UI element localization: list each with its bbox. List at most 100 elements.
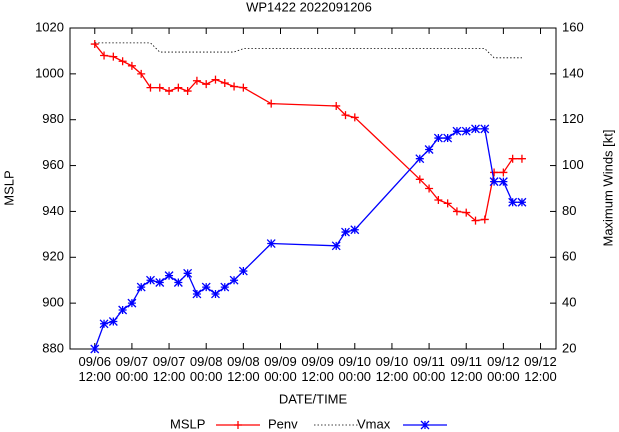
y2-tick-label: 100 bbox=[562, 157, 584, 172]
point-marker bbox=[192, 76, 201, 85]
point-marker bbox=[341, 111, 350, 120]
x-tick-label: 09/08 00:00 bbox=[189, 354, 223, 384]
y-tick-label: 900 bbox=[42, 295, 64, 310]
x-tick-label: 09/10 00:00 bbox=[338, 354, 372, 384]
point-marker bbox=[183, 87, 192, 96]
legend-label: Vmax bbox=[357, 416, 391, 431]
y-tick-label: 940 bbox=[42, 203, 64, 218]
plot-frame bbox=[69, 27, 557, 350]
y2-tick-label: 60 bbox=[562, 249, 576, 264]
point-marker bbox=[331, 241, 341, 251]
point-marker bbox=[220, 79, 229, 88]
point-marker bbox=[433, 133, 443, 143]
point-marker bbox=[490, 168, 499, 177]
point-marker bbox=[424, 145, 434, 154]
y2-tick-label: 160 bbox=[562, 19, 584, 34]
legend-marker bbox=[420, 420, 430, 430]
y-tick-label: 1000 bbox=[35, 65, 64, 80]
x-tick-label: 09/06 12:00 bbox=[78, 354, 112, 384]
point-marker bbox=[137, 69, 146, 78]
point-marker bbox=[100, 51, 109, 60]
x-tick-label: 09/09 12:00 bbox=[301, 354, 334, 384]
point-marker bbox=[108, 317, 118, 326]
point-marker bbox=[443, 199, 452, 208]
y2-tick-label: 120 bbox=[562, 111, 584, 126]
point-marker bbox=[202, 80, 211, 89]
point-marker bbox=[508, 154, 517, 163]
y2-tick-label: 80 bbox=[562, 203, 576, 218]
point-marker bbox=[90, 40, 99, 49]
point-marker bbox=[174, 83, 183, 92]
y-tick-label: 880 bbox=[42, 340, 64, 355]
y-tick-label: 960 bbox=[42, 157, 64, 172]
point-marker bbox=[239, 83, 248, 92]
point-marker bbox=[118, 57, 127, 66]
point-marker bbox=[415, 154, 425, 164]
point-marker bbox=[146, 83, 155, 92]
point-marker bbox=[489, 177, 499, 187]
y-tick-label: 920 bbox=[42, 249, 64, 264]
point-marker bbox=[517, 197, 527, 207]
point-marker bbox=[517, 154, 526, 163]
point-marker bbox=[155, 278, 165, 287]
legend-label: Penv bbox=[268, 416, 298, 431]
point-marker bbox=[192, 289, 202, 299]
series-line bbox=[94, 42, 522, 59]
point-marker bbox=[415, 175, 424, 184]
y-tick-label: 980 bbox=[42, 111, 64, 126]
point-marker bbox=[136, 282, 146, 292]
x-tick-label: 09/08 12:00 bbox=[227, 354, 260, 384]
y2-tick-label: 40 bbox=[562, 295, 576, 310]
point-marker bbox=[164, 271, 174, 281]
y2-tick-label: 140 bbox=[562, 65, 584, 80]
point-marker bbox=[229, 275, 239, 285]
point-marker bbox=[127, 61, 136, 70]
x-axis-label: DATE/TIME bbox=[279, 391, 348, 406]
point-marker bbox=[155, 83, 164, 92]
point-marker bbox=[211, 75, 220, 84]
x-tick-label: 09/11 00:00 bbox=[412, 354, 446, 384]
y-tick-label: 1020 bbox=[35, 19, 64, 34]
point-marker bbox=[461, 126, 471, 136]
point-marker bbox=[434, 195, 443, 204]
legend-label: MSLP bbox=[170, 416, 205, 431]
point-marker bbox=[452, 207, 461, 216]
point-marker bbox=[220, 282, 230, 292]
x-tick-label: 09/09 00:00 bbox=[264, 354, 297, 384]
legend-marker bbox=[234, 421, 242, 429]
point-marker bbox=[211, 289, 220, 299]
point-marker bbox=[443, 133, 453, 143]
point-marker bbox=[480, 124, 490, 134]
y2-tick-label: 20 bbox=[562, 340, 576, 355]
point-marker bbox=[480, 215, 489, 224]
point-marker bbox=[508, 197, 518, 207]
point-marker bbox=[425, 184, 434, 193]
point-marker bbox=[462, 208, 471, 217]
point-marker bbox=[267, 99, 276, 108]
point-marker bbox=[90, 344, 100, 354]
chart-title: WP1422 2022091206 bbox=[246, 0, 372, 14]
point-marker bbox=[332, 101, 341, 110]
point-marker bbox=[471, 124, 480, 134]
x-tick-label: 09/07 12:00 bbox=[152, 354, 186, 384]
point-marker bbox=[230, 82, 239, 91]
point-marker bbox=[109, 52, 118, 61]
x-tick-label: 09/11 12:00 bbox=[449, 354, 483, 384]
point-marker bbox=[350, 113, 359, 122]
x-tick-label: 09/10 12:00 bbox=[375, 354, 409, 384]
point-marker bbox=[341, 227, 350, 237]
y2-axis-label: Maximum Winds [kt] bbox=[600, 129, 615, 246]
point-marker bbox=[499, 168, 508, 177]
point-marker bbox=[183, 268, 193, 278]
point-marker bbox=[498, 177, 508, 187]
point-marker bbox=[118, 305, 128, 315]
point-marker bbox=[165, 87, 174, 96]
point-marker bbox=[471, 216, 480, 225]
x-tick-label: 09/12 12:00 bbox=[524, 354, 557, 384]
y-axis-label: MSLP bbox=[1, 170, 16, 205]
point-marker bbox=[238, 266, 248, 276]
x-tick-label: 09/07 00:00 bbox=[115, 354, 149, 384]
point-marker bbox=[173, 278, 183, 287]
